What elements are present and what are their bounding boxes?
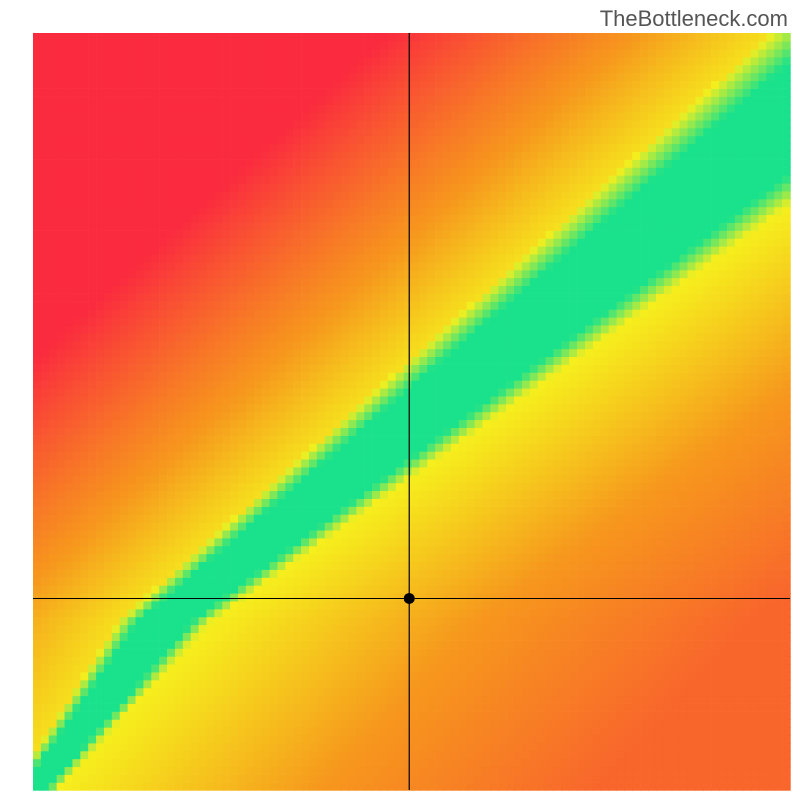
figure: TheBottleneck.com (0, 0, 800, 800)
watermark-text: TheBottleneck.com (600, 6, 788, 32)
bottleneck-heatmap (0, 0, 800, 800)
